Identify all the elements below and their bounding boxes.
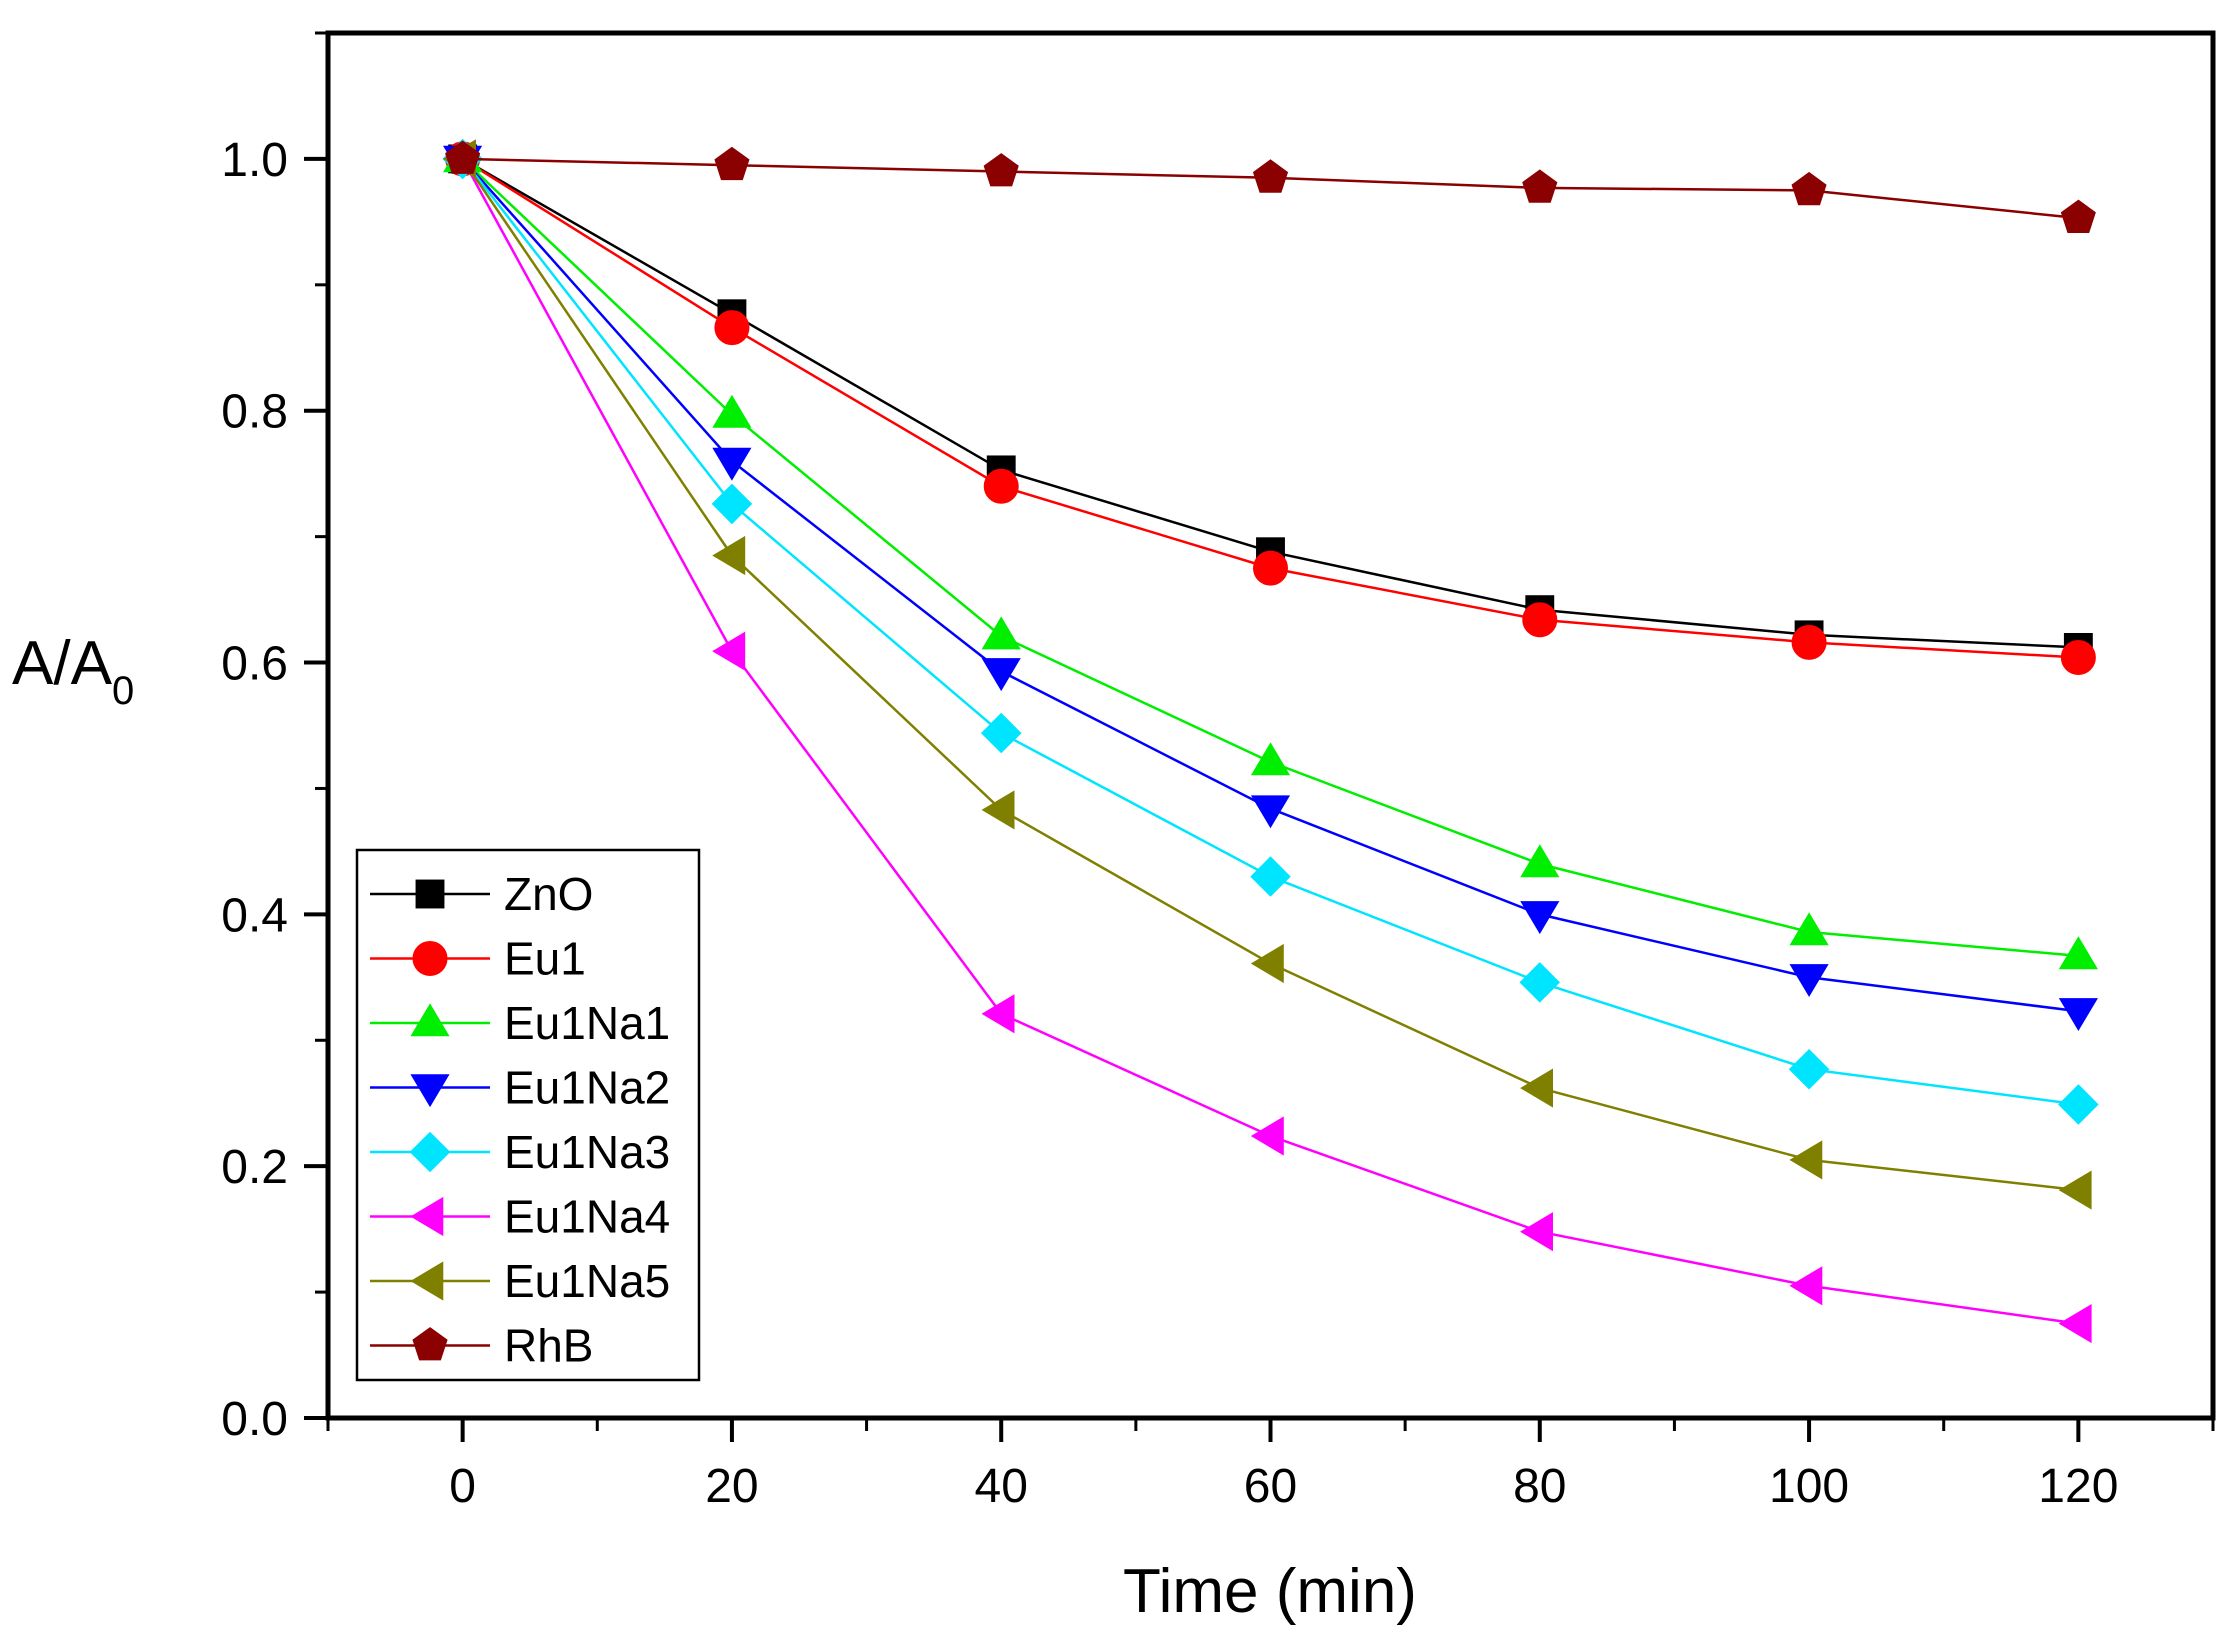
data-point-eu1na2 — [1520, 901, 1560, 935]
data-point-eu1na5 — [1250, 943, 1284, 984]
legend-label-rhb: RhB — [504, 1320, 593, 1372]
data-point-eu1 — [2060, 640, 2096, 676]
data-point-eu1na4 — [1250, 1116, 1284, 1156]
series-rhb — [445, 140, 2096, 233]
legend-marker-rhb — [412, 1327, 448, 1361]
legend-marker-eu1na2 — [410, 1074, 450, 1108]
legend-marker-zno — [415, 879, 445, 909]
data-point-eu1na2 — [981, 658, 1021, 692]
legend-label-eu1na2: Eu1Na2 — [504, 1062, 670, 1114]
data-point-eu1na3 — [980, 712, 1022, 754]
series-line-eu1na5 — [461, 158, 2079, 1192]
legend-label-eu1na3: Eu1Na3 — [504, 1126, 670, 1178]
data-point-eu1na3 — [1788, 1048, 1830, 1090]
data-point-eu1na4 — [2058, 1304, 2092, 1344]
data-point-eu1na1 — [1250, 742, 1291, 776]
legend-marker-eu1na4 — [410, 1196, 444, 1237]
legend-label-eu1: Eu1 — [504, 933, 586, 985]
legend-label-eu1na1: Eu1Na1 — [504, 997, 670, 1049]
data-point-eu1na5 — [2058, 1170, 2092, 1210]
legend-marker-eu1na3 — [409, 1131, 451, 1173]
data-point-eu1na2 — [2058, 998, 2098, 1031]
series-eu1na5 — [442, 139, 2092, 1210]
data-point-eu1na1 — [1789, 912, 1829, 946]
y-tick-label: 0.8 — [221, 386, 288, 439]
x-tick-label: 20 — [705, 1460, 758, 1513]
data-point-eu1na1 — [1520, 844, 1560, 878]
axis-ticks: 0 20 40 60 80 100 120 0.0 0.2 0.4 0.6 0.8 1.0 — [221, 31, 2215, 1513]
data-point-eu1na5 — [1520, 1068, 1553, 1108]
data-point-eu1na4 — [981, 994, 1015, 1034]
data-point-rhb — [983, 153, 1019, 187]
y-tick-label: 0.4 — [221, 889, 288, 942]
legend: ZnO Eu1 Eu1Na1 Eu1Na2 Eu1Na3 Eu1Na4 Eu1Na5 RhB — [355, 848, 701, 1382]
y-axis-title-subscript: 0 — [112, 669, 134, 713]
data-point-eu1 — [1791, 624, 1827, 660]
legend-item-eu1: Eu1 — [370, 933, 586, 985]
data-point-eu1na5 — [981, 790, 1015, 830]
data-point-eu1na5 — [712, 535, 746, 576]
legend-item-eu1na2: Eu1Na2 — [370, 1062, 670, 1114]
data-point-eu1 — [1253, 550, 1288, 586]
y-tick-label: 0.2 — [221, 1141, 288, 1194]
legend-item-eu1na4: Eu1Na4 — [370, 1191, 670, 1243]
data-point-eu1 — [983, 468, 1019, 504]
legend-item-eu1na1: Eu1Na1 — [370, 997, 670, 1049]
data-point-eu1na2 — [712, 447, 752, 481]
series-eu1 — [445, 141, 2096, 676]
data-point-eu1 — [1522, 602, 1558, 638]
x-tick-label: 60 — [1244, 1460, 1297, 1513]
y-axis-title-main: A/A — [12, 629, 113, 698]
data-point-eu1na1 — [2058, 936, 2098, 970]
data-point-eu1na1 — [712, 394, 752, 428]
x-tick-label: 0 — [449, 1460, 476, 1513]
legend-marker-eu1na1 — [410, 1003, 450, 1037]
data-point-eu1na3 — [711, 483, 753, 525]
y-tick-label: 1.0 — [221, 134, 288, 187]
data-point-eu1 — [714, 310, 750, 346]
y-tick-label: 0.0 — [221, 1393, 288, 1446]
legend-item-eu1na5: Eu1Na5 — [370, 1255, 670, 1307]
data-point-eu1na3 — [1250, 856, 1291, 897]
y-tick-label: 0.6 — [221, 638, 288, 691]
data-point-eu1na4 — [1520, 1212, 1553, 1252]
legend-item-rhb: RhB — [370, 1320, 593, 1372]
x-axis-title: Time (min) — [1123, 1557, 1417, 1626]
legend-label-eu1na5: Eu1Na5 — [504, 1255, 670, 1307]
data-point-eu1na4 — [712, 631, 746, 671]
x-tick-label: 120 — [2038, 1460, 2118, 1513]
series-layer — [442, 138, 2099, 1344]
series-line-eu1na4 — [461, 158, 2079, 1325]
y-axis-title: A/A0 — [12, 629, 134, 713]
data-point-rhb — [1252, 159, 1289, 193]
data-point-eu1na1 — [981, 616, 1021, 650]
legend-label-eu1na4: Eu1Na4 — [504, 1191, 670, 1243]
x-tick-label: 80 — [1513, 1460, 1566, 1513]
legend-item-eu1na3: Eu1Na3 — [370, 1126, 670, 1178]
x-tick-label: 100 — [1769, 1460, 1849, 1513]
data-point-eu1na2 — [1250, 795, 1291, 829]
legend-label-zno: ZnO — [504, 868, 593, 920]
legend-box — [355, 848, 701, 1382]
legend-item-zno: ZnO — [370, 868, 593, 920]
data-point-rhb — [1522, 169, 1558, 203]
data-point-eu1na5 — [1789, 1140, 1823, 1180]
legend-marker-eu1na5 — [410, 1261, 444, 1301]
data-point-eu1na3 — [1519, 962, 1561, 1003]
data-point-rhb — [1791, 171, 1827, 206]
x-tick-label: 40 — [975, 1460, 1028, 1513]
data-point-eu1na4 — [1789, 1266, 1823, 1306]
data-point-rhb — [714, 146, 750, 181]
legend-marker-eu1 — [412, 941, 448, 976]
data-point-eu1na2 — [1789, 964, 1829, 997]
data-point-eu1na3 — [2058, 1084, 2099, 1125]
data-point-rhb — [2060, 199, 2096, 233]
data-point-rhb — [445, 140, 481, 174]
